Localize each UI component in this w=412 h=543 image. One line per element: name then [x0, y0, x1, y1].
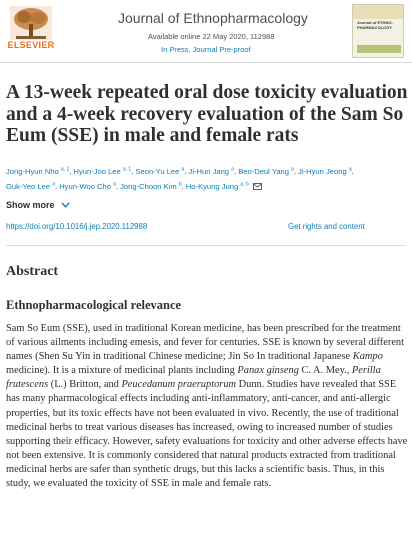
author-link[interactable]: Jong-Hyun Nho a, 1 — [6, 166, 70, 176]
get-rights-link[interactable]: Get rights and content — [288, 222, 365, 231]
in-press-status[interactable]: In Press, Journal Pre-proof — [161, 45, 251, 54]
abstract-paragraph: Sam So Eum (SSE), used in traditional Ko… — [6, 323, 408, 490]
author-link[interactable]: Ji-Hyun Jeong a — [298, 166, 352, 176]
section-divider — [6, 245, 406, 246]
author-link[interactable]: Hyun-Woo Cho a — [59, 181, 116, 191]
journal-title[interactable]: Journal of Ethnopharmacology — [118, 10, 308, 26]
elsevier-tree-logo — [10, 6, 52, 40]
author-list: Jong-Hyun Nho a, 1, Hyun-Joo Lee a, 1, S… — [6, 166, 354, 191]
subsection-heading: Ethnopharmacological relevance — [6, 298, 182, 312]
author-link[interactable]: Ji-Hun Jang a — [188, 166, 234, 176]
author-link[interactable]: Seon-Yu Lee a — [135, 166, 185, 176]
cover-title: Journal of ETHNO-PHARMACOLOGY — [357, 20, 393, 30]
author-link[interactable]: Hyun-Joo Lee a, 1 — [73, 166, 132, 176]
cover-header-band — [353, 5, 403, 19]
doi-link[interactable]: https://doi.org/10.1016/j.jep.2020.11298… — [6, 222, 148, 231]
author-link[interactable]: Guk-Yeo Lee a — [6, 181, 55, 191]
article-title: A 13-week repeated oral dose toxicity ev… — [6, 82, 408, 146]
journal-cover-thumbnail[interactable]: Journal of ETHNO-PHARMACOLOGY — [352, 4, 404, 58]
header-divider — [0, 62, 412, 63]
available-online-date: Available online 22 May 2020, 112988 — [148, 32, 275, 41]
cover-image-strip — [357, 45, 401, 53]
author-link[interactable]: Ho-Kyung Jung a, b — [185, 181, 249, 191]
author-link[interactable]: Jong-Choon Kim b — [120, 181, 182, 191]
show-more-button[interactable]: Show more — [6, 200, 70, 210]
show-more-label: Show more — [6, 200, 55, 210]
chevron-down-icon — [61, 202, 70, 208]
journal-header: ELSEVIER Journal of Ethnopharmacology Av… — [0, 0, 412, 62]
elsevier-logo[interactable]: ELSEVIER — [4, 6, 58, 52]
publisher-name: ELSEVIER — [7, 40, 55, 50]
abstract-heading: Abstract — [6, 264, 59, 279]
mail-icon[interactable] — [252, 182, 262, 190]
author-link[interactable]: Beo-Deul Yang a — [238, 166, 294, 176]
